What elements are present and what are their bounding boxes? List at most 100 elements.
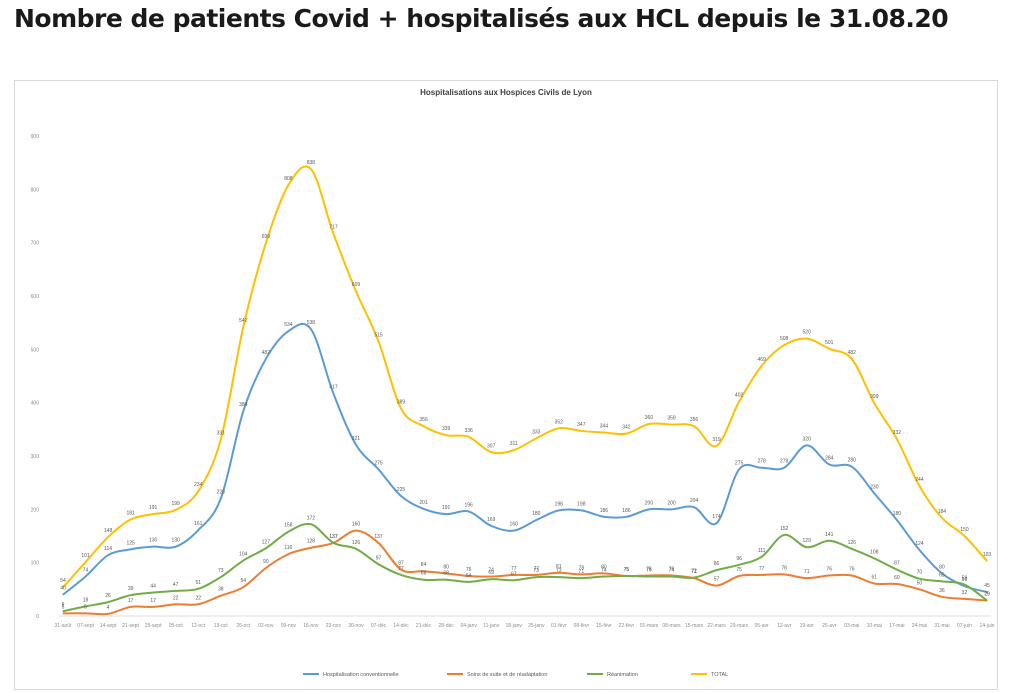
data-point xyxy=(513,449,515,451)
data-label: 77 xyxy=(511,566,517,572)
data-point xyxy=(468,575,470,577)
data-point xyxy=(873,557,875,559)
data-label: 542 xyxy=(239,318,248,324)
data-point xyxy=(873,582,875,585)
x-tick-label: 22-févr xyxy=(619,623,635,629)
data-label: 32 xyxy=(962,590,968,596)
data-point xyxy=(242,326,244,328)
data-point xyxy=(851,574,853,577)
data-label: 17 xyxy=(128,598,134,604)
data-label: 336 xyxy=(464,428,473,434)
data-label: 87 xyxy=(398,561,404,567)
data-point xyxy=(332,393,335,395)
data-point xyxy=(513,574,515,576)
data-point xyxy=(107,536,109,538)
data-point xyxy=(918,588,920,590)
x-tick-label: 07-sept xyxy=(77,623,94,629)
data-label: 74 xyxy=(669,568,675,574)
data-point xyxy=(287,531,289,533)
data-point xyxy=(603,431,605,434)
data-point xyxy=(761,467,763,469)
data-point xyxy=(783,467,785,469)
data-point xyxy=(896,438,898,440)
data-point xyxy=(648,508,650,510)
data-label: 87 xyxy=(894,561,900,567)
data-point xyxy=(828,574,830,577)
data-label: 204 xyxy=(690,498,699,504)
data-label: 72 xyxy=(691,569,697,575)
y-tick-label: 800 xyxy=(31,187,40,193)
data-point xyxy=(355,548,357,550)
data-point xyxy=(828,463,830,466)
data-point xyxy=(738,468,740,470)
x-tick-label: 29-mars xyxy=(730,623,749,629)
data-label: 174 xyxy=(712,514,721,520)
data-label: 356 xyxy=(690,417,699,423)
y-tick-label: 500 xyxy=(31,347,40,353)
data-label: 126 xyxy=(848,540,857,546)
legend-item: TOTAL xyxy=(691,672,728,678)
data-point xyxy=(941,572,943,574)
data-label: 68 xyxy=(443,571,449,577)
data-point xyxy=(468,510,470,513)
data-point xyxy=(355,530,357,532)
data-point xyxy=(603,575,605,578)
data-point xyxy=(220,595,222,597)
data-point xyxy=(130,606,132,608)
x-tick-label: 02-nov xyxy=(258,623,274,629)
data-label: 5 xyxy=(84,604,87,610)
data-label: 184 xyxy=(938,509,947,515)
data-label: 482 xyxy=(262,350,271,356)
data-label: 332 xyxy=(893,430,902,436)
data-point xyxy=(152,546,154,548)
data-point xyxy=(445,572,447,574)
data-point xyxy=(851,358,853,360)
x-tick-label: 23-nov xyxy=(326,623,342,629)
data-point xyxy=(422,570,425,572)
data-label: 9 xyxy=(62,602,65,608)
x-tick-label: 18-janv xyxy=(506,623,523,629)
data-point xyxy=(558,576,560,578)
x-tick-label: 17-mai xyxy=(889,623,904,629)
data-point xyxy=(828,540,830,542)
data-label: 50 xyxy=(917,580,923,586)
data-label: 59 xyxy=(962,576,968,582)
data-label: 38 xyxy=(218,587,224,593)
y-tick-label: 900 xyxy=(31,134,40,140)
data-point xyxy=(986,599,988,602)
legend-item: Réanimation xyxy=(587,672,638,678)
data-label: 191 xyxy=(442,505,451,511)
data-point xyxy=(130,594,132,596)
data-label: 284 xyxy=(825,456,834,462)
data-point xyxy=(310,547,312,549)
data-label: 198 xyxy=(555,501,564,507)
data-point xyxy=(490,525,492,527)
data-point xyxy=(197,529,199,531)
data-label: 73 xyxy=(218,568,224,574)
data-point xyxy=(62,612,64,614)
data-label: 17 xyxy=(150,598,156,604)
data-label: 76 xyxy=(826,566,832,572)
legend-label: Soins de suite et de réadaptation xyxy=(467,672,547,678)
data-point xyxy=(490,578,492,580)
data-label: 200 xyxy=(667,500,676,506)
data-point xyxy=(152,591,154,594)
data-label: 51 xyxy=(195,580,201,586)
data-label: 417 xyxy=(329,385,338,391)
data-point xyxy=(62,610,64,612)
data-point xyxy=(422,508,425,510)
data-point xyxy=(445,579,447,581)
x-tick-label: 08-févr xyxy=(574,623,590,629)
data-point xyxy=(873,492,875,494)
data-point xyxy=(761,556,763,558)
data-label: 129 xyxy=(803,538,812,544)
data-point xyxy=(941,596,943,598)
data-label: 169 xyxy=(487,517,496,523)
data-label: 501 xyxy=(825,340,834,346)
data-label: 402 xyxy=(735,393,744,399)
data-label: 56 xyxy=(962,577,968,583)
data-label: 128 xyxy=(307,539,316,545)
data-point xyxy=(332,542,335,544)
data-point xyxy=(445,434,447,436)
